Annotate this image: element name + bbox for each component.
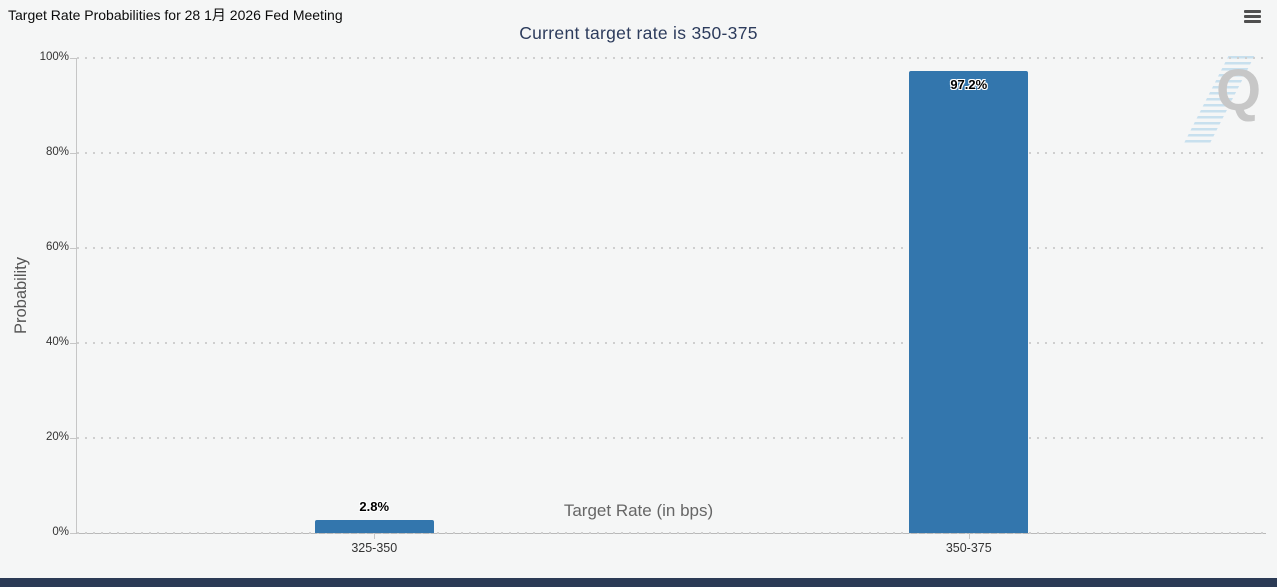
y-tick-label: 100% bbox=[39, 51, 69, 63]
footer-bar bbox=[0, 578, 1277, 587]
x-category-label: 350-375 bbox=[945, 541, 992, 555]
hamburger-menu-icon[interactable] bbox=[1241, 8, 1263, 26]
hamburger-bar bbox=[1243, 20, 1261, 23]
hamburger-bar bbox=[1243, 15, 1261, 18]
gridline-60% bbox=[77, 247, 1266, 249]
gridline-20% bbox=[77, 437, 1266, 439]
x-tick-mark bbox=[968, 533, 970, 539]
bar-350-375[interactable] bbox=[909, 71, 1029, 533]
gridline-100% bbox=[77, 57, 1266, 59]
chart-subtitle: Current target rate is 350-375 bbox=[519, 23, 758, 43]
x-axis-title: Target Rate (in bps) bbox=[563, 501, 714, 520]
chart-title: Target Rate Probabilities for 28 1月 2026… bbox=[8, 7, 343, 23]
bar-value-label: 2.8% bbox=[359, 498, 390, 514]
bar-value-label: 97.2% bbox=[950, 77, 988, 93]
x-category-label: 325-350 bbox=[351, 541, 398, 555]
y-tick-mark bbox=[70, 58, 76, 59]
bar-325-350[interactable] bbox=[314, 519, 434, 533]
x-tick-mark bbox=[374, 533, 376, 539]
y-tick-mark bbox=[70, 343, 76, 344]
gridline-0% bbox=[77, 532, 1266, 534]
y-tick-label: 40% bbox=[45, 336, 69, 348]
y-tick-mark bbox=[70, 533, 76, 534]
y-tick-mark bbox=[70, 438, 76, 439]
gridline-80% bbox=[77, 152, 1266, 154]
y-tick-mark bbox=[70, 248, 76, 249]
y-tick-label: 60% bbox=[45, 241, 69, 253]
y-tick-label: 20% bbox=[45, 431, 69, 443]
y-tick-label: 80% bbox=[45, 146, 69, 158]
y-tick-mark bbox=[70, 153, 76, 154]
y-tick-label: 0% bbox=[52, 526, 69, 538]
gridline-40% bbox=[77, 342, 1266, 344]
y-axis-title: Probability bbox=[12, 256, 30, 335]
plot-area: 0% 20% 40% 60% 80% 100% 2.8% 325-350 97.2% 350-37… bbox=[40, 51, 1266, 555]
hamburger-bar bbox=[1243, 10, 1261, 13]
